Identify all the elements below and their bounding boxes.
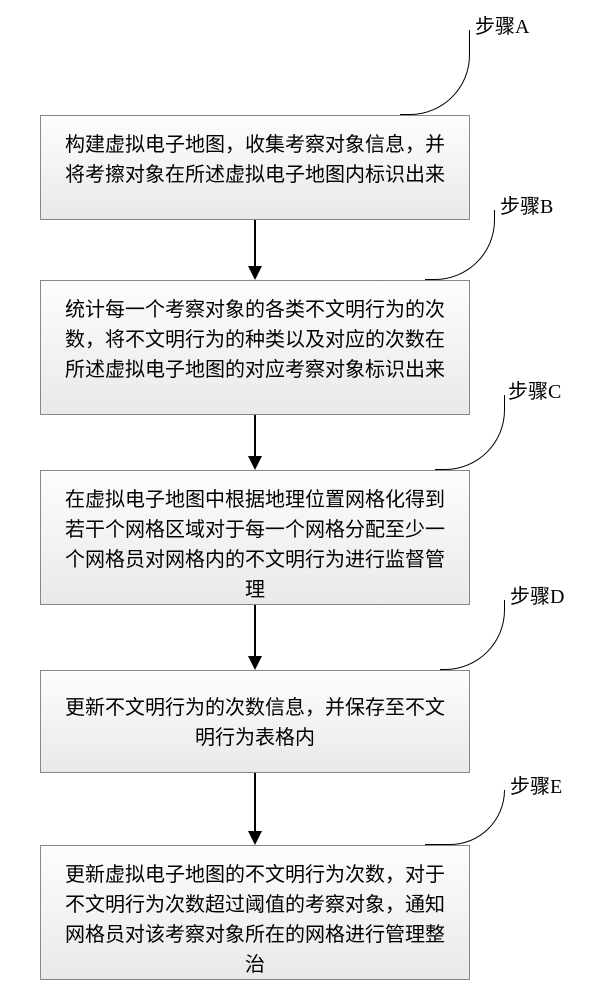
step-box-a: 构建虚拟电子地图，收集考察对象信息，并将考擦对象在所述虚拟电子地图内标识出来 xyxy=(40,115,470,220)
arrow-head-d-e xyxy=(248,831,262,845)
step-box-c: 在虚拟电子地图中根据地理位置网格化得到若干个网格区域对于每一个网格分配至少一个网… xyxy=(40,470,470,605)
arrow-head-c-d xyxy=(248,656,262,670)
leader-b xyxy=(425,210,495,280)
leader-d xyxy=(440,600,505,670)
step-label-e: 步骤E xyxy=(510,770,562,799)
leader-a xyxy=(400,30,470,115)
step-box-e-text: 更新虚拟电子地图的不文明行为次数，对于不文明行为次数超过阈值的考察对象，通知网格… xyxy=(65,864,445,976)
arrow-d-e xyxy=(254,773,256,831)
step-box-e: 更新虚拟电子地图的不文明行为次数，对于不文明行为次数超过阈值的考察对象，通知网格… xyxy=(40,845,470,980)
arrow-c-d xyxy=(254,605,256,656)
arrow-head-a-b xyxy=(248,266,262,280)
step-box-c-text: 在虚拟电子地图中根据地理位置网格化得到若干个网格区域对于每一个网格分配至少一个网… xyxy=(65,489,445,601)
arrow-head-b-c xyxy=(248,456,262,470)
flowchart-canvas: 步骤A 步骤B 步骤C 步骤D 步骤E 构建虚拟电子地图，收集考察对象信息，并将… xyxy=(0,0,593,1000)
step-box-b-text: 统计每一个考察对象的各类不文明行为的次数，将不文明行为的种类以及对应的次数在所述… xyxy=(65,299,445,381)
step-box-b: 统计每一个考察对象的各类不文明行为的次数，将不文明行为的种类以及对应的次数在所述… xyxy=(40,280,470,415)
arrow-a-b xyxy=(254,220,256,266)
step-box-d-text: 更新不文明行为的次数信息，并保存至不文明行为表格内 xyxy=(65,697,445,749)
step-label-a: 步骤A xyxy=(475,10,529,39)
step-label-d: 步骤D xyxy=(510,580,564,609)
step-label-c: 步骤C xyxy=(508,375,561,404)
step-box-d: 更新不文明行为的次数信息，并保存至不文明行为表格内 xyxy=(40,670,470,773)
step-label-b: 步骤B xyxy=(500,190,553,219)
leader-e xyxy=(425,790,505,845)
step-box-a-text: 构建虚拟电子地图，收集考察对象信息，并将考擦对象在所述虚拟电子地图内标识出来 xyxy=(65,134,445,186)
arrow-b-c xyxy=(254,415,256,456)
